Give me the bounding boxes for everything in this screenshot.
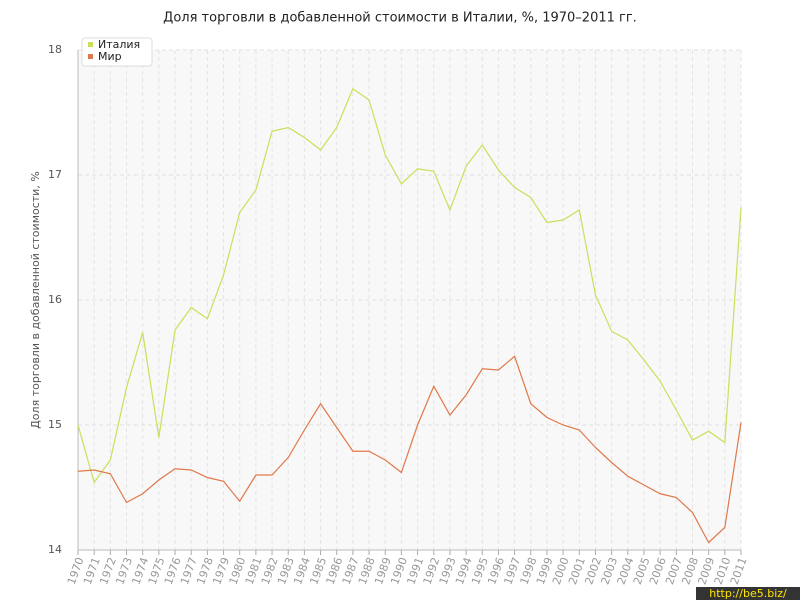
y-axis-label: Доля торговли в добавленной стоимости, %	[29, 171, 42, 429]
y-tick-label: 16	[48, 293, 62, 306]
legend-box	[81, 37, 153, 67]
chart-title: Доля торговли в добавленной стоимости в …	[163, 11, 637, 26]
legend-swatch	[88, 42, 93, 47]
legend-label: Мир	[98, 50, 122, 63]
series-line	[77, 355, 742, 544]
watermark: http://be5.biz/	[709, 587, 787, 600]
y-tick-label: 15	[48, 418, 62, 431]
y-tick-label: 14	[48, 543, 62, 556]
legend-label: Италия	[98, 38, 140, 51]
series-line	[77, 87, 742, 484]
legend-swatch	[88, 54, 93, 59]
y-tick-label: 18	[48, 43, 62, 56]
watermark-bg	[696, 587, 800, 600]
y-tick-label: 17	[48, 168, 62, 181]
